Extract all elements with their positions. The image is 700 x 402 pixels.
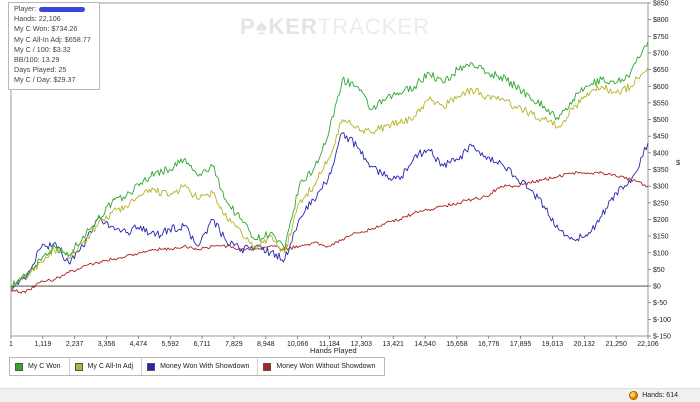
x-tick-label: 16,776 (478, 341, 500, 348)
y-tick-label: $600 (653, 84, 669, 91)
y-tick-label: $550 (653, 100, 669, 107)
legend-swatch-blue (147, 362, 156, 371)
legend-item-my-c-won[interactable]: My C Won (10, 358, 70, 375)
stats-bb100: BB/100: 13.29 (14, 55, 60, 65)
y-tick-label: $-50 (653, 300, 667, 307)
series-line (10, 41, 649, 290)
y-tick-label: $350 (653, 167, 669, 174)
y-tick-label: $100 (653, 250, 669, 257)
series-line (10, 171, 649, 294)
status-hands: Hands: 614 (629, 391, 678, 400)
x-tick-label: 5,592 (161, 341, 179, 348)
stats-won: My C Won: $734.26 (14, 24, 78, 34)
plot-area (10, 2, 649, 337)
x-tick-label: 3,356 (98, 341, 116, 348)
stats-days: Days Played: 25 (14, 65, 67, 75)
x-tick-label: 14,540 (414, 341, 436, 348)
y-tick-label: $-100 (653, 317, 671, 324)
series-line (10, 66, 649, 290)
x-tick-label: 11,184 (319, 341, 340, 348)
x-tick-label: 4,474 (130, 341, 148, 348)
y-tick-label: $300 (653, 184, 669, 191)
y-tick-label: $250 (653, 200, 669, 207)
x-tick-label: 20,132 (574, 341, 596, 348)
legend-swatch-red (263, 362, 272, 371)
y-tick-label: $400 (653, 150, 669, 157)
x-tick-label: 17,895 (510, 341, 532, 348)
y-tick-label: $750 (653, 34, 669, 41)
x-tick-label: 21,250 (605, 341, 627, 348)
legend-item-non-showdown[interactable]: Money Won Without Showdown (258, 358, 383, 375)
series-line (10, 132, 649, 290)
x-tick-label: 10,066 (287, 341, 309, 348)
x-tick-label: 13,421 (382, 341, 404, 348)
legend-label: My C All-In Adj (87, 363, 134, 370)
y-tick-label: $0 (653, 284, 661, 291)
stats-per-day: My C / Day: $29.37 (14, 75, 76, 85)
y-tick-label: $800 (653, 17, 669, 24)
y-tick-label: $500 (653, 117, 669, 124)
player-name-redaction (39, 6, 86, 12)
legend: My C Won My C All-In Adj Money Won With … (9, 357, 385, 376)
stats-box: Player: Hands: 22,106 My C Won: $734.26 … (8, 2, 100, 90)
x-tick-label: 19,013 (542, 341, 564, 348)
legend-swatch-olive (74, 362, 83, 371)
y-tick-label: $200 (653, 217, 669, 224)
legend-label: Money Won Without Showdown (276, 363, 376, 370)
y-tick-label: $850 (653, 1, 669, 8)
x-tick-label: 6,711 (194, 341, 211, 348)
y-axis-unit: $ (676, 158, 681, 167)
stats-allin-adj: My C All-In Adj: $658.77 (14, 34, 91, 44)
y-tick-label: $650 (653, 67, 669, 74)
status-hands-label: Hands: 614 (642, 392, 678, 399)
y-tick-label: $150 (653, 234, 669, 241)
legend-item-showdown[interactable]: Money Won With Showdown (142, 358, 259, 375)
x-tick-label: 1 (9, 341, 13, 348)
legend-swatch-green (15, 362, 23, 371)
x-tick-label: 12,303 (351, 341, 373, 348)
stats-per100: My C / 100: $3.32 (14, 44, 71, 54)
x-tick-label: 1,119 (34, 341, 51, 348)
legend-item-allin-adj[interactable]: My C All-In Adj (70, 358, 143, 375)
legend-label: Money Won With Showdown (160, 363, 250, 370)
stats-hands: Hands: 22,106 (14, 14, 61, 24)
x-axis-title: Hands Played (310, 346, 357, 355)
status-bar: Hands: 614 (0, 388, 700, 402)
legend-label: My C Won (28, 363, 61, 370)
x-tick-label: 7,829 (225, 341, 243, 348)
x-tick-label: 2,237 (66, 341, 84, 348)
x-tick-label: 8,948 (257, 341, 275, 348)
pokertracker-watermark: P♠KERTRACKER (240, 14, 430, 39)
stats-player: Player: (14, 4, 99, 14)
y-tick-label: $50 (653, 267, 665, 274)
y-tick-label: $700 (653, 50, 669, 57)
poker-chips-icon (629, 391, 639, 400)
x-tick-label: 15,658 (446, 341, 468, 348)
y-tick-label: $450 (653, 134, 669, 141)
x-tick-label: 22,106 (637, 341, 659, 348)
y-tick-label: $-150 (653, 334, 671, 341)
